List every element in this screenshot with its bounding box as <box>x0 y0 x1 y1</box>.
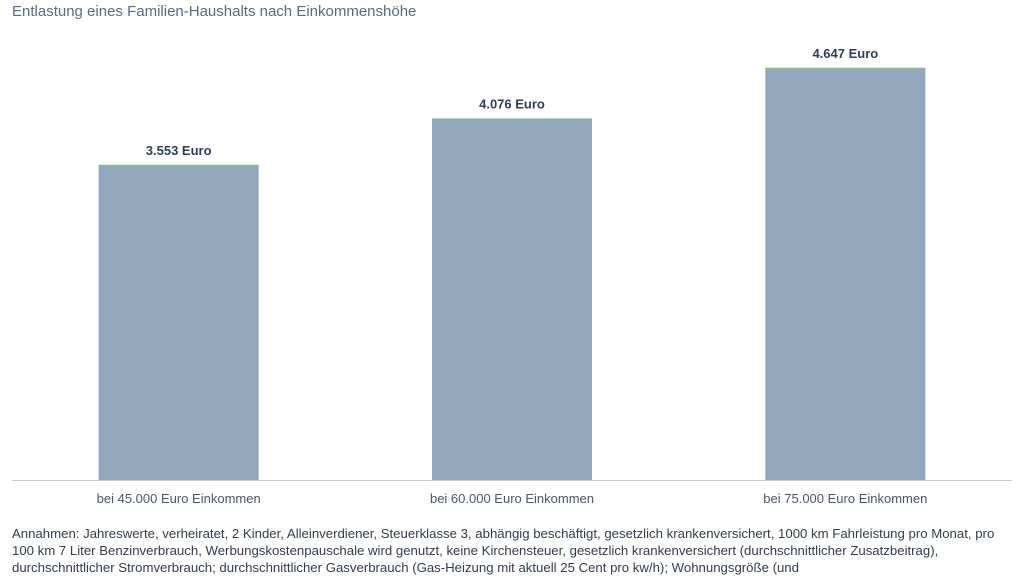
bar-top-edge <box>765 67 926 70</box>
bar-value-label: 4.076 Euro <box>479 96 545 111</box>
bar-chart: 3.553 Euro bei 45.000 Euro Einkommen 4.076… <box>12 46 1012 506</box>
bar-value-label: 3.553 Euro <box>146 143 212 158</box>
bar-value-label: 4.647 Euro <box>812 46 878 61</box>
x-tick-label: bei 45.000 Euro Einkommen <box>97 491 261 506</box>
bar <box>98 164 259 480</box>
chart-title: Entlastung eines Familien-Haushalts nach… <box>12 3 417 20</box>
bar <box>765 67 926 480</box>
bar-top-edge <box>432 118 592 121</box>
bar <box>432 118 592 480</box>
assumptions-footnote: Annahmen: Jahreswerte, verheiratet, 2 Ki… <box>12 526 995 575</box>
bars-layer <box>98 67 926 480</box>
x-tick-label: bei 60.000 Euro Einkommen <box>430 491 594 506</box>
labels-layer: 3.553 Euro bei 45.000 Euro Einkommen 4.076… <box>97 46 928 506</box>
x-tick-label: bei 75.000 Euro Einkommen <box>763 491 927 506</box>
bar-top-edge <box>98 164 259 167</box>
